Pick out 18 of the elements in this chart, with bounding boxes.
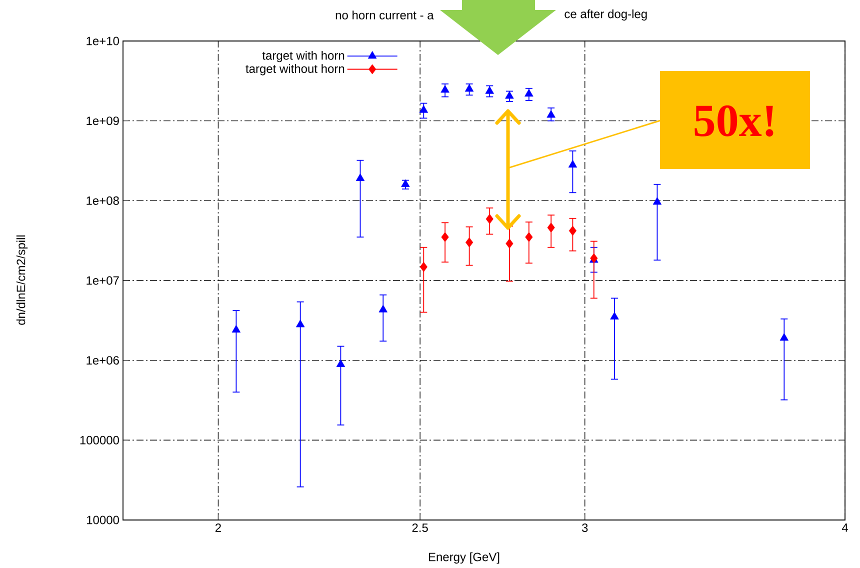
annotation: 50x! [694, 105, 774, 137]
x-axis-title: Energy [GeV] [428, 552, 500, 564]
y-tick-label: 1e+06 [86, 356, 119, 365]
legend-label: target without horn [246, 64, 344, 76]
y-tick-label: 1e+07 [86, 276, 119, 285]
y-tick-label: 1e+10 [86, 36, 120, 46]
x-tick-label: 4 [842, 524, 848, 532]
y-axis-title: dn/dlnE/cm2/spill [16, 235, 28, 325]
chart-title: no horn current - a [336, 10, 434, 20]
x-tick-label: 2.5 [412, 524, 428, 532]
y-tick-label: 10000 [87, 516, 120, 524]
y-tick-label: 1e+08 [86, 196, 119, 205]
y-tick-label: 100000 [80, 436, 119, 444]
x-tick-label: 3 [582, 524, 588, 532]
y-tick-label: 1e+09 [86, 116, 119, 126]
x-tick-label: 2 [215, 524, 221, 532]
chart-subtitle: ce after dog-leg [564, 9, 647, 21]
legend-label: target with horn [262, 50, 344, 62]
